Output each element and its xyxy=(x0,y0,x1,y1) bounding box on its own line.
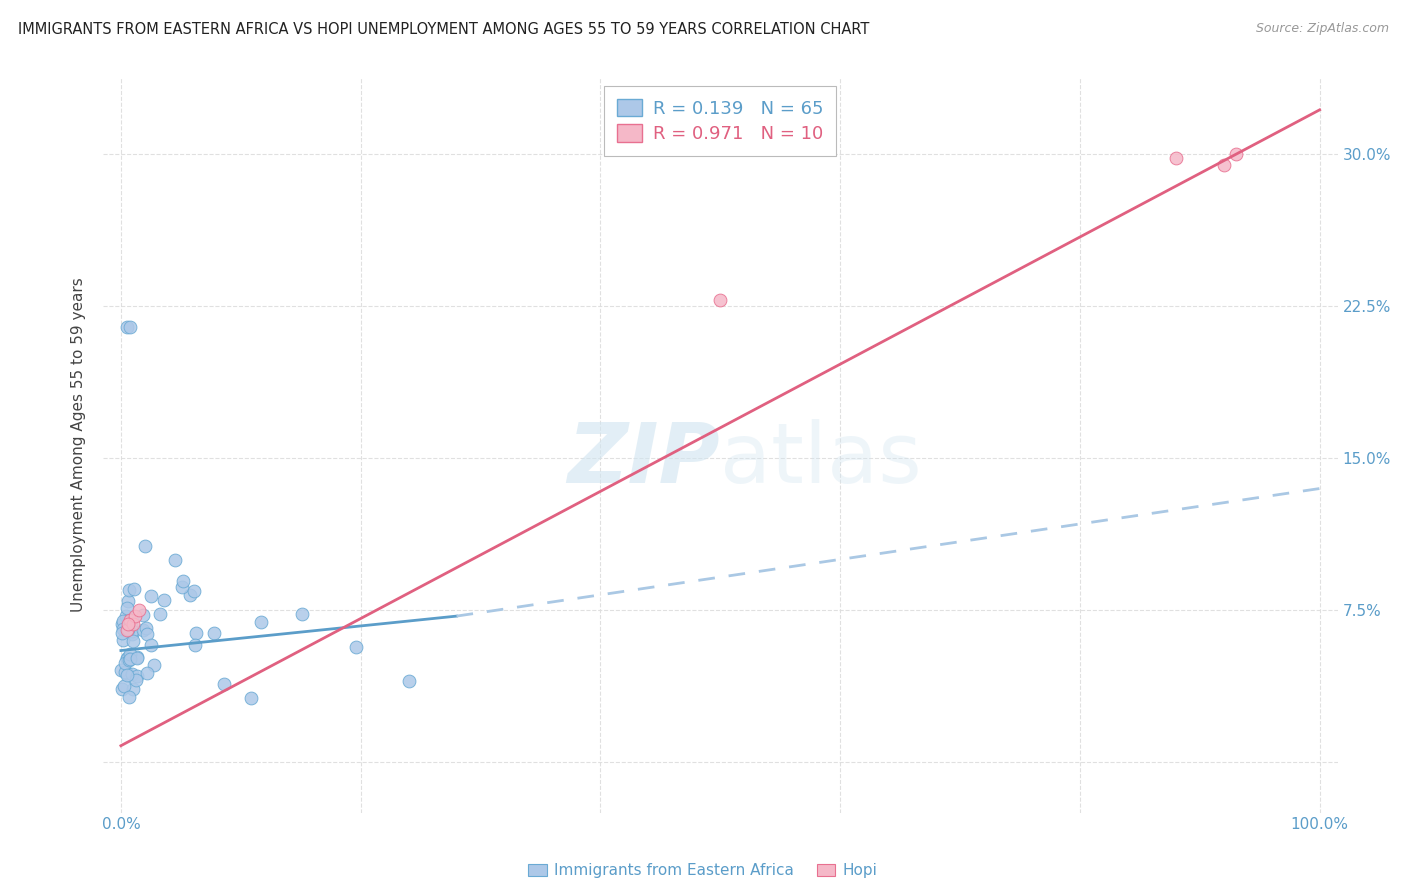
Point xyxy=(398,673,420,688)
Point xyxy=(125,650,148,665)
Point xyxy=(122,582,145,597)
Point xyxy=(111,615,134,629)
Point xyxy=(115,624,138,638)
Point xyxy=(122,617,145,632)
Point xyxy=(214,677,236,691)
Point xyxy=(120,613,142,627)
Point xyxy=(110,663,132,677)
Point xyxy=(117,613,139,627)
Point xyxy=(121,681,143,696)
Point xyxy=(172,580,194,594)
Point xyxy=(1212,157,1234,171)
Point xyxy=(163,553,186,567)
Point xyxy=(250,615,273,629)
Legend: R = 0.139   N = 65, R = 0.971   N = 10: R = 0.139 N = 65, R = 0.971 N = 10 xyxy=(605,87,837,156)
Point xyxy=(111,682,134,697)
Text: IMMIGRANTS FROM EASTERN AFRICA VS HOPI UNEMPLOYMENT AMONG AGES 55 TO 59 YEARS CO: IMMIGRANTS FROM EASTERN AFRICA VS HOPI U… xyxy=(18,22,870,37)
Point xyxy=(124,609,146,624)
Point xyxy=(143,657,166,672)
Point xyxy=(132,624,155,638)
Point xyxy=(115,666,138,681)
Point xyxy=(184,625,207,640)
Point xyxy=(121,626,143,640)
Point xyxy=(149,607,172,621)
Point xyxy=(139,589,162,603)
Point xyxy=(291,607,314,622)
Point xyxy=(121,666,143,681)
Point xyxy=(115,651,138,665)
Point xyxy=(115,319,138,334)
Point xyxy=(128,603,150,617)
Point xyxy=(125,669,148,683)
Point xyxy=(120,617,142,632)
Point xyxy=(134,539,156,553)
Point xyxy=(118,647,141,661)
Point xyxy=(111,622,134,636)
Point xyxy=(115,600,138,615)
Point xyxy=(1225,147,1247,161)
Point xyxy=(184,638,207,652)
Point xyxy=(141,638,163,652)
Point xyxy=(117,594,139,608)
Point xyxy=(118,583,141,598)
Point xyxy=(239,690,262,705)
Point xyxy=(117,623,139,637)
Point xyxy=(114,665,136,679)
Point xyxy=(112,679,135,693)
Point xyxy=(135,666,157,681)
Text: Source: ZipAtlas.com: Source: ZipAtlas.com xyxy=(1256,22,1389,36)
Point xyxy=(132,608,155,623)
Point xyxy=(709,293,731,308)
Point xyxy=(172,574,194,588)
Point xyxy=(112,632,135,647)
Y-axis label: Unemployment Among Ages 55 to 59 years: Unemployment Among Ages 55 to 59 years xyxy=(72,277,86,613)
Point xyxy=(117,617,139,632)
Text: ZIP: ZIP xyxy=(568,419,720,500)
Point xyxy=(183,583,205,598)
Point xyxy=(120,319,142,334)
Point xyxy=(344,640,367,655)
Point xyxy=(125,649,148,664)
Point xyxy=(1164,152,1187,166)
Point xyxy=(118,653,141,667)
Point xyxy=(179,588,201,602)
Point xyxy=(121,634,143,648)
Legend: Immigrants from Eastern Africa, Hopi: Immigrants from Eastern Africa, Hopi xyxy=(522,857,884,884)
Point xyxy=(153,592,176,607)
Point xyxy=(111,616,134,631)
Point xyxy=(115,652,138,666)
Point xyxy=(118,690,141,705)
Point xyxy=(202,626,225,640)
Point xyxy=(135,621,157,635)
Point xyxy=(114,657,136,671)
Text: atlas: atlas xyxy=(720,419,922,500)
Point xyxy=(117,622,139,636)
Point xyxy=(136,627,159,641)
Point xyxy=(117,667,139,681)
Point xyxy=(118,652,141,666)
Point xyxy=(110,626,132,640)
Point xyxy=(121,624,143,638)
Point xyxy=(125,673,148,687)
Point xyxy=(115,608,138,623)
